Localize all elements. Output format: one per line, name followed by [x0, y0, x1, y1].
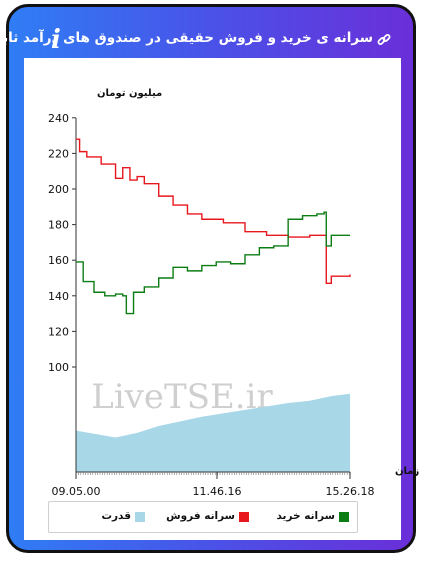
chart-legend: سرانه خرید سرانه فروش قدرت [48, 501, 358, 533]
x-tick-label: 15.26.18 [326, 485, 375, 498]
legend-label-sell: سرانه فروش [166, 510, 235, 522]
x-axis-label: زمان [395, 466, 419, 477]
legend-label-buy: سرانه خرید [276, 510, 335, 522]
link-icon[interactable] [377, 33, 391, 47]
legend-swatch-sell [239, 512, 249, 522]
legend-swatch-buy [339, 512, 349, 522]
y-tick-label: 120 [48, 325, 69, 338]
y-tick-label: 180 [48, 219, 69, 232]
series-area-power [76, 393, 350, 472]
series-line-buy [76, 211, 350, 315]
y-tick-label: 160 [48, 254, 69, 267]
y-tick-label: 200 [48, 183, 69, 196]
y-tick-label: 140 [48, 290, 69, 303]
info-icon[interactable]: i [51, 25, 61, 55]
chart-title: سرانه ی خرید و فروش حقیقی در صندوق های د… [0, 30, 373, 46]
legend-label-power: قدرت [101, 510, 131, 522]
y-tick-label: 220 [48, 147, 69, 160]
legend-swatch-power [135, 512, 145, 522]
y-tick-label: 100 [48, 361, 69, 374]
y-axis-label: میلیون تومان [97, 88, 162, 99]
series-line-sell [76, 138, 351, 285]
x-tick-label: 11.46.16 [193, 485, 242, 498]
x-tick-label: 09.05.00 [52, 485, 101, 498]
y-tick-label: 240 [48, 112, 69, 125]
